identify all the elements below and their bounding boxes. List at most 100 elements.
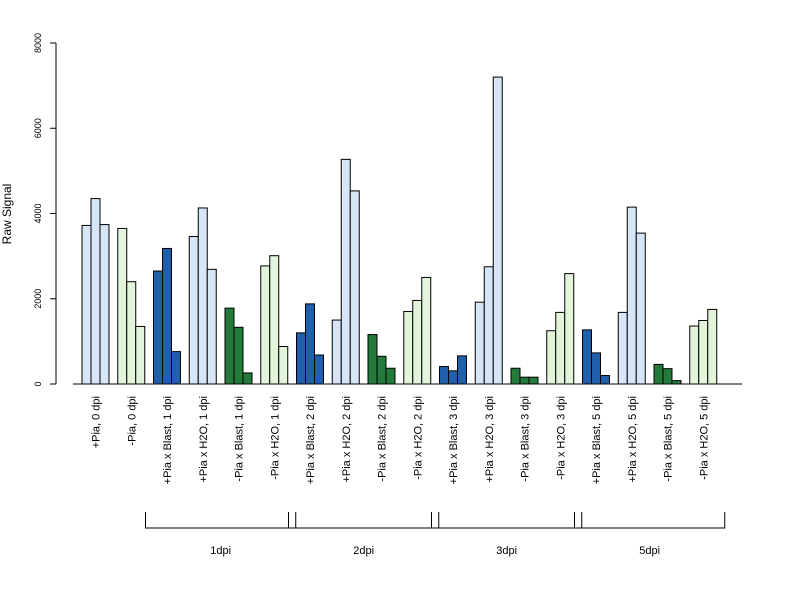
y-tick-label: 2000 — [33, 289, 43, 309]
bar — [197, 207, 208, 385]
y-tick-label: 4000 — [33, 203, 43, 223]
x-tick-label: +Pia x H2O, 1 dpi — [198, 396, 210, 483]
bracket-label: 2dpi — [353, 545, 374, 557]
x-tick-label: -Pia x H2O, 2 dpi — [412, 396, 424, 480]
time-brackets: 1dpi 2dpi 3dpi 5dpi — [145, 512, 726, 557]
bar-group — [153, 247, 181, 385]
bar — [81, 224, 92, 385]
y-axis: 0 2000 4000 6000 8000 — [33, 33, 57, 387]
bar — [403, 311, 414, 385]
bar — [90, 198, 101, 385]
bar — [412, 299, 423, 385]
bracket-line — [145, 512, 297, 529]
bar — [653, 363, 664, 385]
bar-group — [188, 207, 217, 385]
bar — [278, 345, 289, 385]
bar-group — [367, 334, 396, 385]
bar — [582, 329, 592, 385]
bar — [564, 273, 575, 385]
bar-group — [582, 329, 610, 385]
x-tick-label: -Pia x H2O, 5 dpi — [698, 396, 710, 480]
bracket-label: 1dpi — [210, 545, 231, 557]
bar-group — [331, 158, 360, 385]
bar-group — [689, 308, 718, 385]
bar — [707, 308, 718, 385]
bar — [492, 76, 503, 385]
x-tick-label: +Pia, 0 dpi — [91, 396, 103, 448]
bracket-line — [574, 512, 726, 529]
bar-group — [81, 198, 110, 385]
x-tick-label: +Pia x H2O, 2 dpi — [341, 396, 353, 483]
x-tick-label: -Pia x Blast, 2 dpi — [377, 396, 389, 482]
bar — [617, 311, 628, 385]
bar-group — [296, 303, 324, 385]
x-tick-label: -Pia x Blast, 1 dpi — [234, 396, 246, 482]
bar — [153, 270, 163, 385]
bar-group — [260, 255, 289, 385]
x-tick-label: -Pia x Blast, 3 dpi — [520, 396, 532, 482]
bar — [376, 355, 387, 385]
bar — [233, 326, 244, 385]
bar-group — [653, 363, 682, 385]
bar-group — [224, 307, 253, 385]
x-tick-label: +Pia x Blast, 1 dpi — [162, 396, 174, 484]
x-tick-label: +Pia x Blast, 5 dpi — [591, 396, 603, 484]
bar — [457, 355, 467, 385]
x-tick-label: +Pia x H2O, 5 dpi — [627, 396, 639, 483]
bar — [126, 281, 137, 385]
bar-group — [546, 273, 575, 385]
bar — [296, 332, 306, 385]
bracket-label: 5dpi — [639, 545, 660, 557]
bar — [305, 303, 315, 385]
x-tick-label: +Pia x H2O, 3 dpi — [484, 396, 496, 483]
bar — [367, 334, 378, 385]
bracket-label: 3dpi — [496, 545, 517, 557]
x-tick-label: +Pia x Blast, 3 dpi — [448, 396, 460, 484]
time-bracket: 5dpi — [574, 512, 726, 557]
bracket-line — [431, 512, 583, 529]
bar — [510, 367, 521, 385]
y-axis-label: Raw Signal — [0, 184, 14, 245]
bar — [314, 354, 324, 385]
bar — [349, 190, 360, 385]
time-bracket: 1dpi — [145, 512, 297, 557]
x-tick-label: -Pia, 0 dpi — [126, 396, 138, 446]
bars — [81, 76, 718, 385]
bracket-line — [288, 512, 440, 529]
bar — [385, 367, 396, 385]
bar — [591, 352, 601, 385]
bar — [206, 268, 217, 385]
bar — [439, 366, 449, 385]
x-tick-label: +Pia x Blast, 2 dpi — [305, 396, 317, 484]
bar — [474, 301, 485, 385]
bar — [331, 319, 342, 385]
y-tick-label: 8000 — [33, 33, 43, 53]
bar — [555, 311, 566, 385]
bar — [421, 276, 432, 385]
bar-group — [474, 76, 503, 385]
bar-group — [510, 367, 539, 385]
bar — [671, 380, 682, 385]
y-tick-label: 6000 — [33, 118, 43, 138]
bar-group — [617, 206, 646, 385]
bar — [117, 227, 128, 385]
bar — [483, 266, 494, 385]
bar — [546, 330, 557, 385]
time-bracket: 2dpi — [288, 512, 440, 557]
x-tick-label: -Pia x Blast, 5 dpi — [663, 396, 675, 482]
bar — [448, 370, 458, 385]
bar — [260, 265, 271, 385]
bar — [698, 319, 709, 385]
x-tick-label: -Pia x H2O, 3 dpi — [555, 396, 567, 480]
x-tick-label: -Pia x H2O, 1 dpi — [269, 396, 281, 480]
bar — [269, 255, 280, 385]
bar — [528, 376, 539, 385]
bar-group — [403, 276, 432, 385]
y-tick-label: 0 — [33, 381, 43, 386]
bar — [519, 376, 530, 385]
bar — [635, 232, 646, 385]
bar — [340, 158, 351, 385]
time-bracket: 3dpi — [431, 512, 583, 557]
bar — [188, 236, 199, 385]
